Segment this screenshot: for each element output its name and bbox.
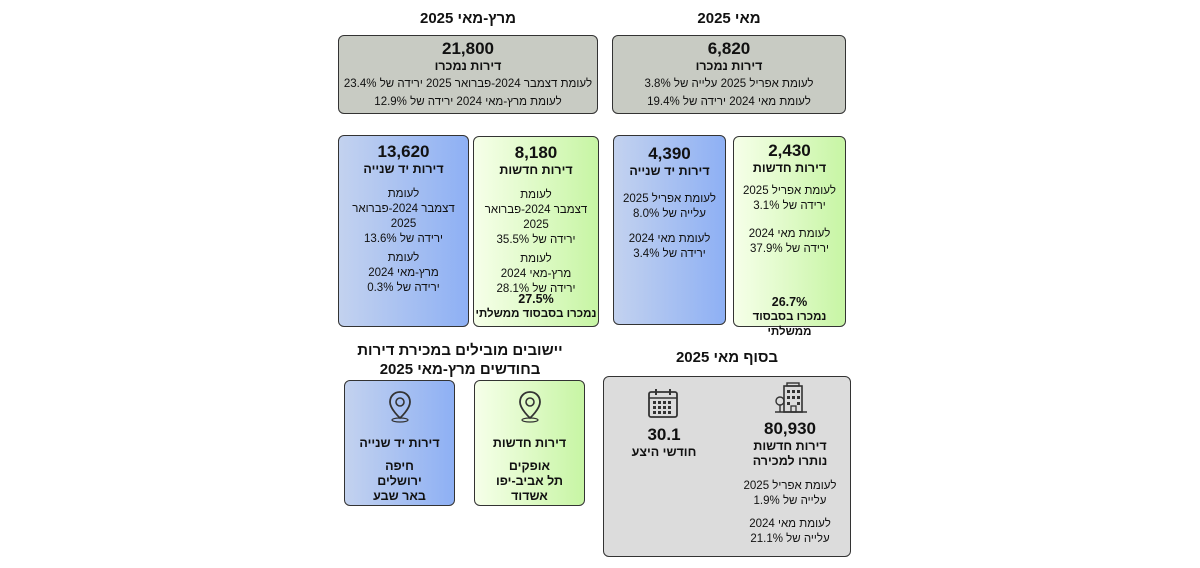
marmay-new-cmp1-b: דצמבר 2024-פברואר 2025 [484, 204, 588, 231]
leading-second-city-1: חיפה [385, 459, 414, 473]
leading-second-card: דירות יד שנייה חיפה ירושלים באר שבע [344, 380, 455, 506]
marmay-new-cmp2-b: מרץ-מאי 2024 [500, 268, 572, 280]
available-cmp2-b: עלייה של 21.1% [750, 533, 830, 545]
marmay-new-value: 8,180 [514, 143, 558, 162]
marmay-title: מרץ-מאי 2025 [420, 10, 516, 27]
marmay-second-cmp1-c: ירידה של 13.6% [364, 233, 443, 245]
location-pin-icon [389, 391, 411, 423]
may-new-cmp2-b: ירידה של 37.9% [750, 243, 829, 255]
may-total-line2: לעומת מאי 2024 ירידה של 19.4% [647, 96, 811, 108]
leading-new-card: דירות חדשות אופקים תל אביב-יפו אשדוד [474, 380, 585, 506]
available-cmp1-b: עלייה של 1.9% [753, 495, 827, 507]
leading-new-label: דירות חדשות [492, 436, 567, 450]
may-subsidy-value: 26.7% [771, 295, 808, 309]
supply-label: חודשי היצע [631, 445, 697, 459]
marmay-total-value: 21,800 [442, 39, 494, 58]
may-second-value: 4,390 [648, 144, 691, 163]
available-block: 80,930 דירות חדשות נותרו למכירה לעומת אפ… [729, 419, 851, 547]
leading-second-city-3: באר שבע [373, 489, 426, 503]
leading-second-label: דירות יד שנייה [359, 436, 440, 450]
marmay-second-cmp1-b: דצמבר 2024-פברואר 2025 [352, 203, 455, 230]
available-cmp1-a: לעומת אפריל 2025 [743, 480, 837, 492]
may-total-label: דירות נמכרו [695, 59, 763, 73]
may-second-card: 4,390 דירות יד שנייה לעומת אפריל 2025 על… [613, 135, 726, 325]
calendar-icon [648, 389, 678, 418]
supply-value: 30.1 [647, 425, 681, 444]
location-pin-icon [519, 391, 541, 423]
end-may-title: בסוף מאי 2025 [675, 349, 779, 366]
marmay-total-label: דירות נמכרו [434, 59, 502, 73]
supply-block: 30.1 חודשי היצע [614, 425, 714, 460]
marmay-second-cmp2-a: לעומת [387, 252, 420, 264]
may-new-cmp1-b: ירידה של 3.1% [753, 200, 826, 212]
available-label1: דירות חדשות [753, 439, 827, 453]
marmay-total-line2: לעומת מרץ-מאי 2024 ירידה של 12.9% [374, 96, 562, 108]
marmay-new-card: 8,180 דירות חדשות לעומת דצמבר 2024-פברוא… [473, 136, 599, 327]
leading-new-city-2: תל אביב-יפו [496, 474, 563, 488]
marmay-new-cmp1-a: לעומת [520, 189, 552, 201]
leading-second-city-2: ירושלים [377, 474, 422, 488]
building-icon [775, 382, 807, 413]
may-total-card: 6,820 דירות נמכרו לעומת אפריל 2025 עלייה… [612, 35, 846, 114]
may-total-value: 6,820 [707, 39, 751, 58]
may-new-value: 2,430 [768, 141, 811, 160]
marmay-new-cmp2-a: לעומת [520, 253, 552, 265]
may-second-label: דירות יד שנייה [629, 164, 710, 178]
may-title: מאי 2025 [697, 10, 761, 27]
may-second-cmp2-b: ירידה של 3.4% [633, 248, 706, 260]
marmay-second-cmp1-a: לעומת [387, 188, 420, 200]
may-new-card: 2,430 דירות חדשות לעומת אפריל 2025 ירידה… [733, 136, 846, 338]
leading-title-line1: יישובים מובילים במכירת דירות [357, 342, 563, 359]
marmay-second-cmp2-c: ירידה של 0.3% [367, 282, 440, 294]
marmay-second-value: 13,620 [377, 142, 430, 161]
may-second-cmp2-a: לעומת מאי 2024 [628, 233, 711, 245]
marmay-new-cmp2-c: ירידה של 28.1% [496, 283, 576, 295]
may-subsidy-label: נמכרו בסבסוד ממשלתי [752, 311, 827, 338]
marmay-second-cmp2-b: מרץ-מאי 2024 [368, 267, 439, 279]
marmay-second-card: 13,620 דירות יד שנייה לעומת דצמבר 2024-פ… [338, 135, 469, 327]
available-value: 80,930 [764, 419, 816, 438]
leading-title-line2: בחודשים מרץ-מאי 2025 [379, 361, 541, 378]
available-label2: נותרו למכירה [752, 454, 828, 468]
available-cmp2-a: לעומת מאי 2024 [749, 518, 831, 530]
end-may-card: 80,930 דירות חדשות נותרו למכירה לעומת אפ… [603, 376, 851, 557]
marmay-new-cmp1-c: ירידה של 35.5% [496, 234, 576, 246]
leading-new-city-1: אופקים [508, 459, 551, 473]
marmay-subsidy-label: נמכרו בסבסוד ממשלתי [475, 308, 597, 320]
marmay-subsidy-value: 27.5% [518, 292, 554, 306]
leading-title: יישובים מובילים במכירת דירות בחודשים מרץ… [330, 341, 590, 379]
leading-new-city-3: אשדוד [511, 489, 548, 503]
may-new-cmp2-a: לעומת מאי 2024 [748, 228, 831, 240]
may-new-cmp1-a: לעומת אפריל 2025 [743, 185, 836, 197]
may-total-line1: לעומת אפריל 2025 עלייה של 3.8% [644, 78, 814, 90]
may-second-cmp1-a: לעומת אפריל 2025 [623, 193, 716, 205]
marmay-new-label: דירות חדשות [499, 163, 573, 177]
marmay-total-card: 21,800 דירות נמכרו לעומת דצמבר 2024-פברו… [338, 35, 598, 114]
marmay-total-line1: לעומת דצמבר 2024-פברואר 2025 ירידה של 23… [343, 78, 593, 90]
may-new-label: דירות חדשות [752, 161, 827, 175]
may-second-cmp1-b: עלייה של 8.0% [633, 208, 706, 220]
marmay-second-label: דירות יד שנייה [363, 162, 444, 176]
